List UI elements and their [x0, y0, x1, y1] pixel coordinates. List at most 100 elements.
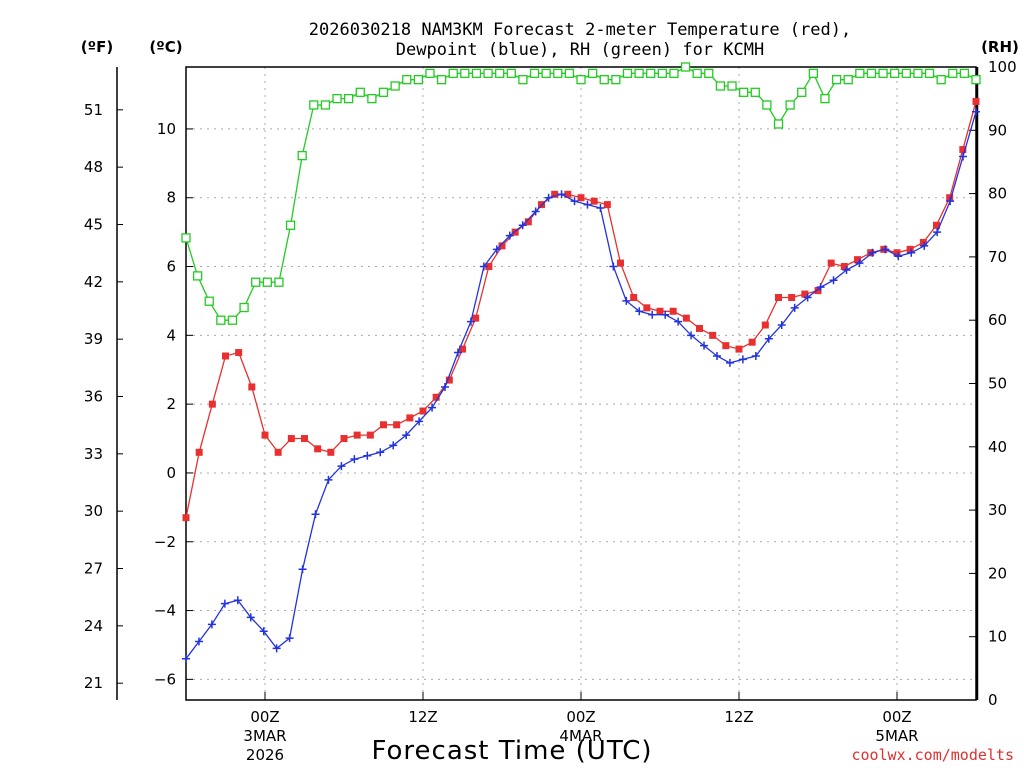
temperature-point	[287, 435, 295, 443]
x-tick-label: 00Z	[250, 708, 279, 726]
rh-unit-label: (RH)	[981, 38, 1019, 56]
rh-point	[611, 75, 621, 85]
dewpoint-point	[829, 276, 838, 285]
rh-tick-label: 70	[988, 248, 1007, 266]
dewpoint-point	[570, 197, 579, 206]
rh-tick-label: 50	[988, 375, 1007, 393]
dewpoint-point	[272, 644, 281, 653]
dewpoint-point	[505, 231, 514, 240]
temperature-point	[709, 331, 717, 339]
fahrenheit-tick-label: 45	[84, 215, 103, 233]
dewpoint-point	[868, 248, 877, 257]
dewpoint-point	[389, 441, 398, 450]
temperature-point	[933, 221, 940, 229]
dewpoint-point	[182, 654, 190, 663]
temperature-point	[393, 421, 401, 429]
rh-point	[657, 68, 667, 78]
dewpoint-point	[907, 248, 916, 257]
rh-point	[913, 68, 923, 78]
x-tick-year-label: 2026	[246, 746, 284, 764]
rh-tick-label: 20	[988, 564, 1007, 582]
fahrenheit-tick-label: 33	[84, 445, 103, 463]
rh-point	[971, 75, 981, 85]
temperature-point	[590, 197, 598, 205]
temperature-point	[656, 307, 664, 315]
temperature-point	[696, 324, 703, 332]
rh-point	[436, 75, 447, 85]
temperature-point	[788, 293, 796, 301]
dewpoint-point	[207, 620, 216, 629]
chart-title-line-1: 2026030218 NAM3KM Forecast 2-meter Tempe…	[309, 20, 851, 40]
temperature-point	[906, 245, 914, 253]
rh-tick-label: 10	[988, 628, 1007, 646]
dewpoint-point	[803, 293, 812, 302]
temperature-point	[301, 435, 308, 443]
temperature-point	[814, 287, 822, 295]
rh-point	[855, 68, 865, 78]
rh-point	[936, 75, 946, 85]
fahrenheit-tick-label: 27	[84, 560, 103, 578]
rh-point	[553, 68, 563, 78]
rh-point	[866, 68, 877, 78]
dewpoint-point	[557, 190, 566, 199]
dewpoint-point	[350, 455, 359, 464]
dewpoint-point	[194, 637, 203, 646]
rh-point	[750, 87, 760, 97]
temperature-point	[972, 97, 980, 105]
fahrenheit-tick-label: 24	[84, 617, 103, 635]
temperature-point	[722, 342, 730, 350]
dewpoint-point	[531, 207, 540, 216]
dewpoint-point	[441, 382, 450, 391]
temperature-point	[208, 400, 216, 408]
fahrenheit-tick-label: 21	[84, 674, 103, 692]
rh-point	[797, 87, 807, 97]
celsius-tick-label: 4	[166, 326, 176, 344]
fahrenheit-tick-label: 30	[84, 502, 103, 520]
celsius-tick-label: 0	[166, 464, 176, 482]
dewpoint-point	[544, 193, 553, 202]
dewpoint-point	[622, 296, 631, 305]
rh-point	[367, 94, 377, 104]
rh-point	[332, 94, 342, 104]
temperature-point	[485, 263, 493, 271]
temperature-point	[340, 435, 348, 443]
celsius-tick-label: −6	[154, 670, 176, 688]
rh-point	[390, 81, 400, 91]
dewpoint-point	[648, 310, 657, 319]
dewpoint-point	[700, 341, 709, 350]
temperature-point	[617, 259, 624, 267]
rh-point	[227, 315, 238, 325]
rh-point	[901, 68, 911, 78]
rh-point	[878, 68, 888, 78]
dewpoint-point	[842, 265, 851, 274]
dewpoint-point	[453, 348, 462, 357]
rh-point	[785, 100, 795, 110]
temperature-point	[195, 448, 203, 456]
temperature-point	[577, 194, 585, 202]
dewpoint-point	[415, 417, 424, 426]
celsius-tick-label: 2	[166, 395, 176, 413]
dewpoint-point	[687, 331, 696, 340]
temperature-point	[222, 352, 229, 360]
temperature-point	[682, 314, 690, 322]
celsius-tick-label: 8	[166, 189, 176, 207]
dewpoint-point	[233, 596, 242, 605]
credit-text: coolwx.com/modelts	[851, 746, 1014, 764]
temperature-point	[735, 345, 743, 353]
rh-point	[599, 75, 609, 85]
temperature-point	[472, 314, 480, 322]
dewpoint-point	[816, 283, 825, 292]
temperature-point	[564, 190, 572, 198]
rh-point	[518, 75, 528, 85]
dewpoint-point	[881, 245, 890, 254]
temperature-point	[182, 514, 190, 522]
dewpoint-point	[337, 462, 346, 471]
rh-point	[239, 302, 249, 313]
temperature-point	[748, 338, 756, 346]
rh-point	[890, 68, 900, 78]
rh-point	[831, 75, 842, 85]
rh-point	[251, 277, 261, 287]
dewpoint-point	[959, 152, 968, 161]
